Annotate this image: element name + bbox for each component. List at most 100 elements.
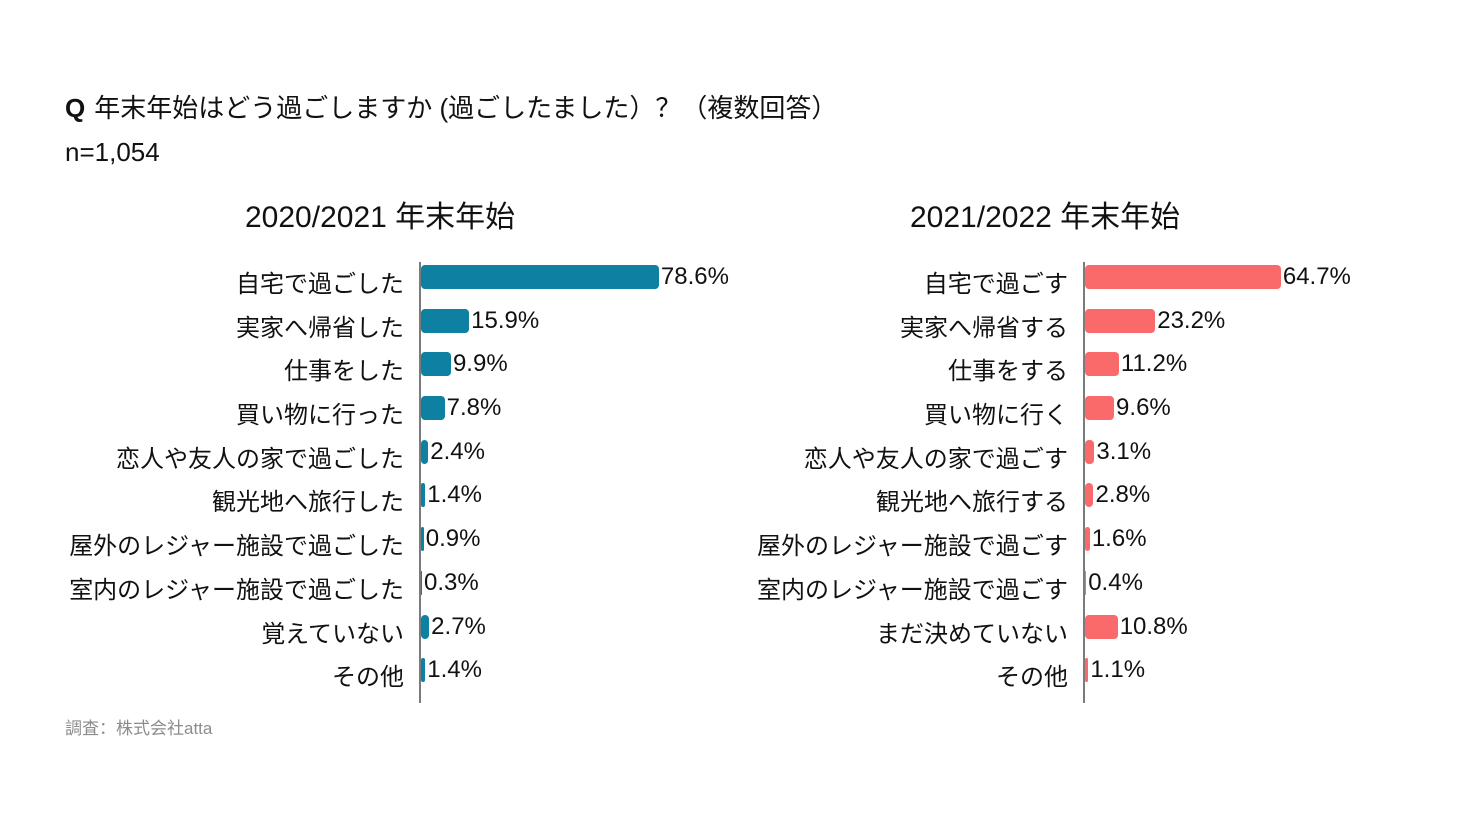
bar-track: 0.9%: [421, 525, 481, 553]
bar: [421, 658, 426, 683]
bar-track: 23.2%: [1085, 306, 1226, 334]
bar-track: 3.1%: [1085, 437, 1152, 465]
category-label: 観光地へ旅行した: [212, 489, 404, 517]
bar: [1085, 352, 1119, 377]
bar-row: 買い物に行った 7.8%: [64, 396, 764, 440]
category-label: 実家へ帰省する: [900, 314, 1068, 342]
category-label: 自宅で過ごした: [236, 271, 404, 298]
category-label: その他: [332, 664, 404, 692]
chart-title-2020-2021: 2020/2021 年末年始: [245, 201, 516, 234]
bar-track: 9.6%: [1085, 394, 1171, 422]
value-label: 2.7%: [431, 612, 486, 640]
category-label: 屋外のレジャー施設で過ごす: [756, 533, 1068, 561]
bar: [1085, 658, 1089, 683]
y-axis-line: [1083, 262, 1085, 703]
bar-track: 9.9%: [421, 350, 508, 378]
bar: [1085, 483, 1094, 508]
category-label: 仕事をする: [948, 358, 1068, 386]
bar-track: 78.6%: [421, 265, 729, 289]
bar-row: 買い物に行く 9.6%: [728, 396, 1428, 440]
bar-row: 室内のレジャー施設で過ごした 0.3%: [64, 568, 764, 615]
bar-row: 屋外のレジャー施設で過ごした 0.9%: [64, 527, 764, 571]
bar-row: その他 1.4%: [64, 658, 764, 702]
bar-track: 1.6%: [1085, 525, 1147, 553]
bar-track: 2.8%: [1085, 483, 1150, 508]
bar: [1085, 439, 1095, 464]
value-label: 3.1%: [1096, 437, 1152, 465]
category-label: その他: [996, 664, 1068, 692]
bar-row: 実家へ帰省する 23.2%: [728, 306, 1428, 353]
bar-track: 0.4%: [1085, 570, 1143, 595]
bar-track: 2.7%: [421, 612, 486, 640]
bar: [1085, 570, 1087, 595]
bar: [1085, 396, 1115, 421]
bar-row: その他 1.1%: [728, 658, 1428, 702]
value-label: 7.8%: [446, 394, 502, 422]
value-label: 78.6%: [660, 263, 729, 290]
bar: [1085, 308, 1156, 333]
bar: [1085, 265, 1281, 289]
value-label: 9.6%: [1116, 394, 1171, 422]
bar: [421, 352, 451, 377]
bar-row: 観光地へ旅行する 2.8%: [728, 483, 1428, 527]
bar-track: 2.4%: [421, 437, 485, 465]
question-title: Q 年末年始はどう過ごしますか (過ごしたました）？（複数回答） n=1,054: [65, 86, 837, 174]
bar: [1085, 527, 1090, 552]
value-label: 2.4%: [430, 437, 485, 465]
y-axis-line: [419, 262, 421, 703]
bar-track: 1.4%: [421, 481, 482, 509]
category-label: 恋人や友人の家で過ごした: [116, 445, 404, 473]
sample-size: n=1,054: [65, 137, 160, 167]
value-label: 15.9%: [471, 306, 540, 334]
source-note: 調査：株式会社atta: [65, 719, 213, 738]
bar-row: 自宅で過ごす 64.7%: [728, 265, 1428, 309]
value-label: 9.9%: [452, 350, 508, 378]
value-label: 1.4%: [427, 481, 482, 509]
category-label: 買い物に行く: [924, 402, 1068, 430]
category-label: 恋人や友人の家で過ごす: [803, 445, 1068, 473]
bar-track: 64.7%: [1085, 265, 1351, 289]
bar-track: 1.4%: [421, 656, 482, 684]
bar-track: 1.1%: [1085, 658, 1145, 683]
chart-title-2021-2022: 2021/2022 年末年始: [910, 201, 1181, 234]
category-label: 自宅で過ごす: [923, 271, 1068, 298]
bar-row: 観光地へ旅行した 1.4%: [64, 483, 764, 527]
value-label: 23.2%: [1157, 306, 1226, 334]
bar-track: 15.9%: [421, 306, 540, 334]
value-label: 0.9%: [425, 525, 481, 553]
category-label: 屋外のレジャー施設で過ごした: [69, 533, 404, 561]
bar-row: 屋外のレジャー施設で過ごす 1.6%: [728, 527, 1428, 571]
bar-row: 恋人や友人の家で過ごす 3.1%: [728, 437, 1428, 484]
bar: [1085, 614, 1118, 639]
bar-track: 10.8%: [1085, 612, 1188, 640]
question-prefix: Q: [65, 93, 86, 123]
value-label: 0.3%: [424, 568, 479, 596]
value-label: 10.8%: [1119, 612, 1188, 640]
bar-rows: 自宅で過ごす 64.7% 実家へ帰省する 23.2% 仕事をする 11.2% 買い物に行く 9…: [728, 265, 1428, 702]
bar-row: 恋人や友人の家で過ごした 2.4%: [64, 437, 764, 484]
bar-track: 11.2%: [1085, 350, 1188, 378]
bar-track: 7.8%: [421, 394, 502, 422]
category-label: 室内のレジャー施設で過ごした: [69, 576, 404, 604]
question-text: 年末年始はどう過ごしますか (過ごしたました）？（複数回答）: [94, 93, 838, 123]
bar: [421, 614, 430, 639]
bar-row: 実家へ帰省した 15.9%: [64, 306, 764, 353]
bar: [421, 396, 445, 421]
value-label: 64.7%: [1282, 263, 1351, 290]
value-label: 1.6%: [1091, 525, 1147, 553]
bar-row: 覚えていない 2.7%: [64, 612, 764, 659]
category-label: 観光地へ旅行する: [876, 489, 1068, 517]
chart-2021-2022: 自宅で過ごす 64.7% 実家へ帰省する 23.2% 仕事をする 11.2% 買い物に行く 9…: [728, 262, 1428, 703]
category-label: まだ決めていない: [876, 620, 1068, 648]
bar: [421, 570, 422, 595]
bar-row: まだ決めていない 10.8%: [728, 612, 1428, 659]
category-label: 実家へ帰省した: [236, 314, 404, 342]
chart-2020-2021: 自宅で過ごした 78.6% 実家へ帰省した 15.9% 仕事をした 9.9% 買い物に行った…: [64, 262, 764, 703]
value-label: 11.2%: [1120, 350, 1188, 378]
category-label: 覚えていない: [261, 620, 404, 648]
category-label: 室内のレジャー施設で過ごす: [756, 576, 1068, 604]
category-label: 仕事をした: [284, 358, 404, 386]
value-label: 1.4%: [427, 656, 482, 684]
bar: [421, 265, 659, 289]
bar-row: 室内のレジャー施設で過ごす 0.4%: [728, 570, 1428, 615]
